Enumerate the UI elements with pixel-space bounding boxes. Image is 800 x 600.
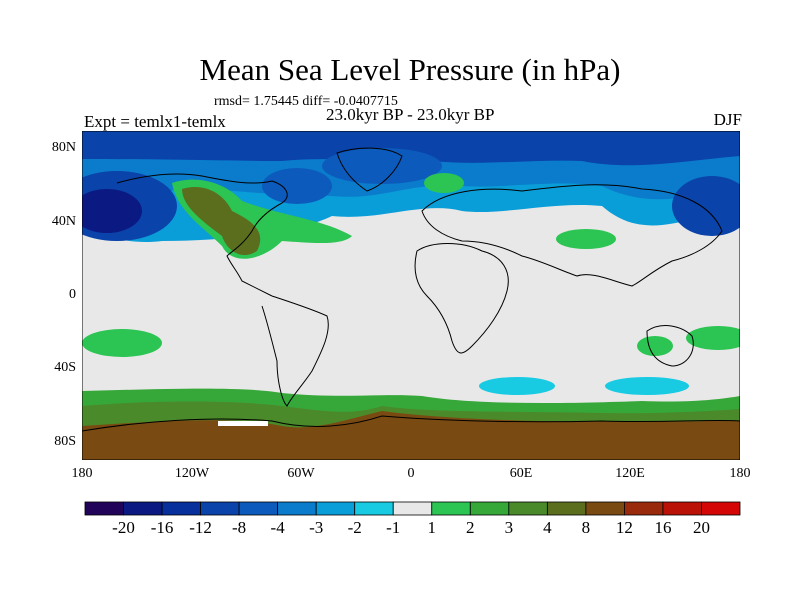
antarctica-coastline	[82, 415, 740, 432]
greenland-low	[322, 148, 442, 184]
colorbar-swatch	[662, 501, 702, 516]
colorbar-label: 2	[466, 518, 475, 537]
pressure-map-svg	[82, 131, 740, 460]
colorbar-swatch	[508, 501, 548, 516]
colorbar-label: 1	[427, 518, 437, 537]
colorbar-label: -12	[189, 518, 212, 537]
period-label: 23.0kyr BP - 23.0kyr BP	[326, 105, 495, 124]
south-pacific-low	[605, 377, 689, 395]
colorbar-swatch	[200, 501, 240, 516]
south-pacific-high-west	[82, 329, 162, 357]
colorbar-swatch	[546, 501, 587, 516]
colorbar-label: 3	[504, 518, 514, 537]
pressure-map	[82, 131, 740, 460]
colorbar-label: -3	[309, 518, 324, 537]
north-america-high	[182, 187, 261, 256]
arctic-low	[82, 131, 740, 166]
colorbar-swatch	[315, 501, 356, 516]
season-label: DJF	[713, 110, 742, 129]
north-indian-green	[556, 229, 616, 249]
scandinavia-green	[424, 173, 464, 193]
west-pacific-low	[672, 176, 740, 236]
colorbar-swatch	[277, 501, 317, 516]
colorbar-swatch	[624, 501, 664, 516]
colorbar-label: -8	[232, 518, 247, 537]
lat-tick-label: 80S	[54, 434, 76, 449]
colorbar-swatch	[84, 501, 124, 516]
hudson-bay-low	[262, 168, 332, 204]
australia-coastline	[646, 325, 694, 367]
lat-tick-label: 40S	[54, 360, 76, 375]
lat-tick-label: 80N	[51, 140, 76, 155]
colorbar-label: 4	[543, 518, 552, 537]
greenland-coastline	[336, 147, 403, 192]
lon-tick-label: 120W	[174, 466, 210, 481]
coastlines	[82, 147, 740, 432]
colorbar-swatch	[161, 501, 201, 516]
australia-green	[637, 336, 673, 356]
lon-tick-label: 0	[407, 466, 415, 481]
experiment-label: Expt = temlx1-temlx	[84, 112, 226, 131]
negative-anomaly-regions	[82, 131, 740, 395]
colorbar-label: 16	[654, 518, 672, 537]
south-america-coastline	[261, 295, 329, 407]
lon-tick-label: 180	[729, 466, 751, 481]
africa-coastline	[414, 243, 509, 354]
colorbar-swatch	[585, 501, 625, 516]
lat-tick-label: 0	[69, 287, 76, 302]
colorbar-label: -1	[386, 518, 401, 537]
colorbar-label: 20	[692, 518, 710, 537]
colorbar-label: 8	[581, 518, 591, 537]
colorbar-swatch	[469, 501, 510, 516]
eurasia-coastline	[421, 184, 723, 287]
colorbar-swatch	[431, 501, 471, 516]
colorbar-label: -16	[150, 518, 174, 537]
north-pacific-core	[82, 189, 142, 233]
colorbar-swatch	[123, 501, 163, 516]
positive-anomaly-regions	[82, 173, 740, 460]
lat-tick-label: 40N	[51, 214, 76, 229]
colorbar-swatch	[354, 501, 394, 516]
colorbar-label: 12	[615, 518, 633, 537]
colorbar-swatch	[392, 501, 433, 516]
colorbar-swatch	[238, 501, 279, 516]
south-pacific-high-east	[686, 326, 740, 350]
stats-readout: rmsd= 1.75445 diff= -0.0407715	[214, 94, 398, 109]
lon-tick-label: 60E	[509, 466, 533, 481]
colorbar-swatch	[701, 501, 741, 516]
colorbar-label: -4	[270, 518, 285, 537]
colorbar-label: -2	[347, 518, 362, 537]
lon-tick-label: 120E	[615, 466, 645, 481]
lon-tick-label: 60W	[287, 466, 315, 481]
south-indian-ocean-low	[479, 377, 555, 395]
north-america-coastline	[116, 173, 288, 297]
missing-data-patch	[218, 421, 268, 426]
colorbar-label: -20	[112, 518, 135, 537]
lon-tick-label: 180	[71, 466, 93, 481]
chart-title: Mean Sea Level Pressure (in hPa)	[199, 52, 621, 87]
